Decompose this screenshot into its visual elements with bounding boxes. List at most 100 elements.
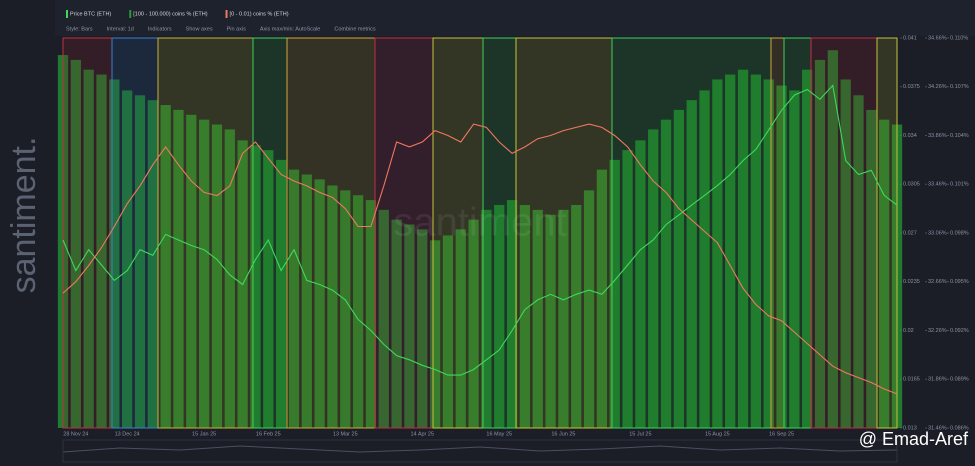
- navigator: [62, 445, 898, 453]
- y-tick-label: 0.110%: [950, 35, 968, 41]
- bar: [288, 169, 300, 428]
- bar: [417, 229, 428, 428]
- bar: [532, 209, 543, 428]
- bar: [199, 119, 210, 428]
- bar: [853, 95, 864, 428]
- y-tick-label: 0.0375: [903, 84, 920, 90]
- bar: [737, 69, 749, 428]
- bar: [134, 95, 146, 428]
- bar: [455, 229, 466, 428]
- range: [432, 37, 484, 429]
- range: [515, 37, 613, 429]
- range: [252, 37, 288, 429]
- y-tick-label: 31.86%: [928, 377, 947, 383]
- y-tick-label: 0.095%: [950, 279, 969, 285]
- toolbar-area: [55, 0, 975, 36]
- bar: [750, 74, 761, 428]
- range: [62, 37, 113, 429]
- bar: [583, 190, 595, 428]
- x-tick-label: 13 Mar 25: [333, 431, 358, 437]
- bar: [789, 90, 800, 428]
- bar: [660, 119, 672, 428]
- legend-item[interactable]: [100 - 100.000) coins % (ETH): [133, 11, 207, 17]
- bar: [211, 124, 223, 428]
- bar: [481, 209, 492, 428]
- bar: [635, 140, 646, 428]
- y-tick-label: 32.66%: [928, 279, 947, 285]
- y-tick-label: 0.013: [903, 425, 917, 431]
- bar: [712, 79, 723, 428]
- bar: [391, 219, 402, 428]
- bar: [109, 79, 120, 428]
- toolbar-item[interactable]: Show axes: [186, 26, 213, 32]
- bar: [122, 90, 133, 428]
- bar: [763, 79, 774, 428]
- legend-swatch: [225, 10, 228, 18]
- bar: [648, 129, 659, 428]
- bar: [571, 204, 582, 428]
- bar: [673, 109, 685, 428]
- x-tick-label: 15 Aug 25: [705, 431, 730, 437]
- bar: [275, 159, 287, 428]
- bar: [468, 219, 479, 428]
- bar: [866, 109, 877, 428]
- y-tick-label: 33.06%: [928, 230, 947, 236]
- toolbar-item[interactable]: Interval: 1d: [107, 26, 134, 32]
- toolbar-item[interactable]: Style: Bars: [66, 26, 93, 32]
- range: [810, 37, 878, 429]
- bar: [404, 224, 415, 428]
- bar: [545, 214, 556, 428]
- bar: [186, 114, 197, 428]
- y-tick-label: 0.0165: [903, 377, 920, 383]
- y-tick-label: 33.86%: [928, 133, 947, 139]
- legend-item[interactable]: Price BTC (ETH): [70, 11, 111, 17]
- y-tick-label: 0.0305: [903, 182, 920, 188]
- bar: [596, 169, 608, 428]
- watermark: santiment: [393, 201, 566, 245]
- legend-item[interactable]: [0 - 0.01) coins % (ETH): [230, 11, 289, 17]
- bar: [147, 100, 158, 428]
- bar: [840, 79, 851, 428]
- bar: [160, 105, 171, 428]
- bar: [494, 204, 505, 428]
- range: [482, 37, 517, 429]
- toolbar-item[interactable]: Indicators: [148, 26, 172, 32]
- x-tick-label: 16 Feb 25: [256, 431, 281, 437]
- x-tick-label: 28 Nov 24: [63, 431, 88, 437]
- y-tick-label: 0.041: [903, 35, 917, 41]
- bar: [442, 235, 454, 428]
- bar: [327, 185, 338, 428]
- toolbar-item[interactable]: Combine metrics: [334, 26, 376, 32]
- x-tick-label: 15 Jul 25: [629, 431, 651, 437]
- bar: [558, 209, 569, 428]
- line: [62, 123, 898, 395]
- x-tick-label: 16 Jun 25: [551, 431, 575, 437]
- y-tick-label: 0.089%: [950, 377, 969, 383]
- y-tick-label: 31.46%: [928, 425, 947, 431]
- bar: [314, 179, 325, 428]
- y-tick-label: 0.086%: [950, 425, 969, 431]
- bar: [378, 209, 389, 428]
- bar: [609, 159, 620, 428]
- range: [286, 37, 376, 429]
- range: [876, 37, 898, 429]
- bar: [301, 174, 312, 428]
- bar: [699, 90, 710, 428]
- range: [783, 37, 812, 429]
- navigator-frame: [62, 439, 898, 463]
- y-tick-label: 33.46%: [928, 182, 947, 188]
- highlight-ranges: [62, 37, 898, 429]
- range: [111, 37, 159, 429]
- toolbar-item[interactable]: Pin axis: [227, 26, 247, 32]
- y-tick-label: 0.0235: [903, 279, 920, 285]
- y-tick-label: 0.02: [903, 328, 914, 334]
- legend-swatch: [66, 10, 68, 18]
- bar: [429, 240, 441, 428]
- brand: santiment.: [5, 137, 43, 294]
- x-tick-label: 16 May 25: [486, 431, 512, 437]
- y-tick-label: 32.26%: [928, 328, 947, 334]
- bar: [725, 74, 736, 428]
- toolbar-item[interactable]: Axis max/min: AutoScale: [260, 26, 321, 32]
- bar: [506, 200, 518, 428]
